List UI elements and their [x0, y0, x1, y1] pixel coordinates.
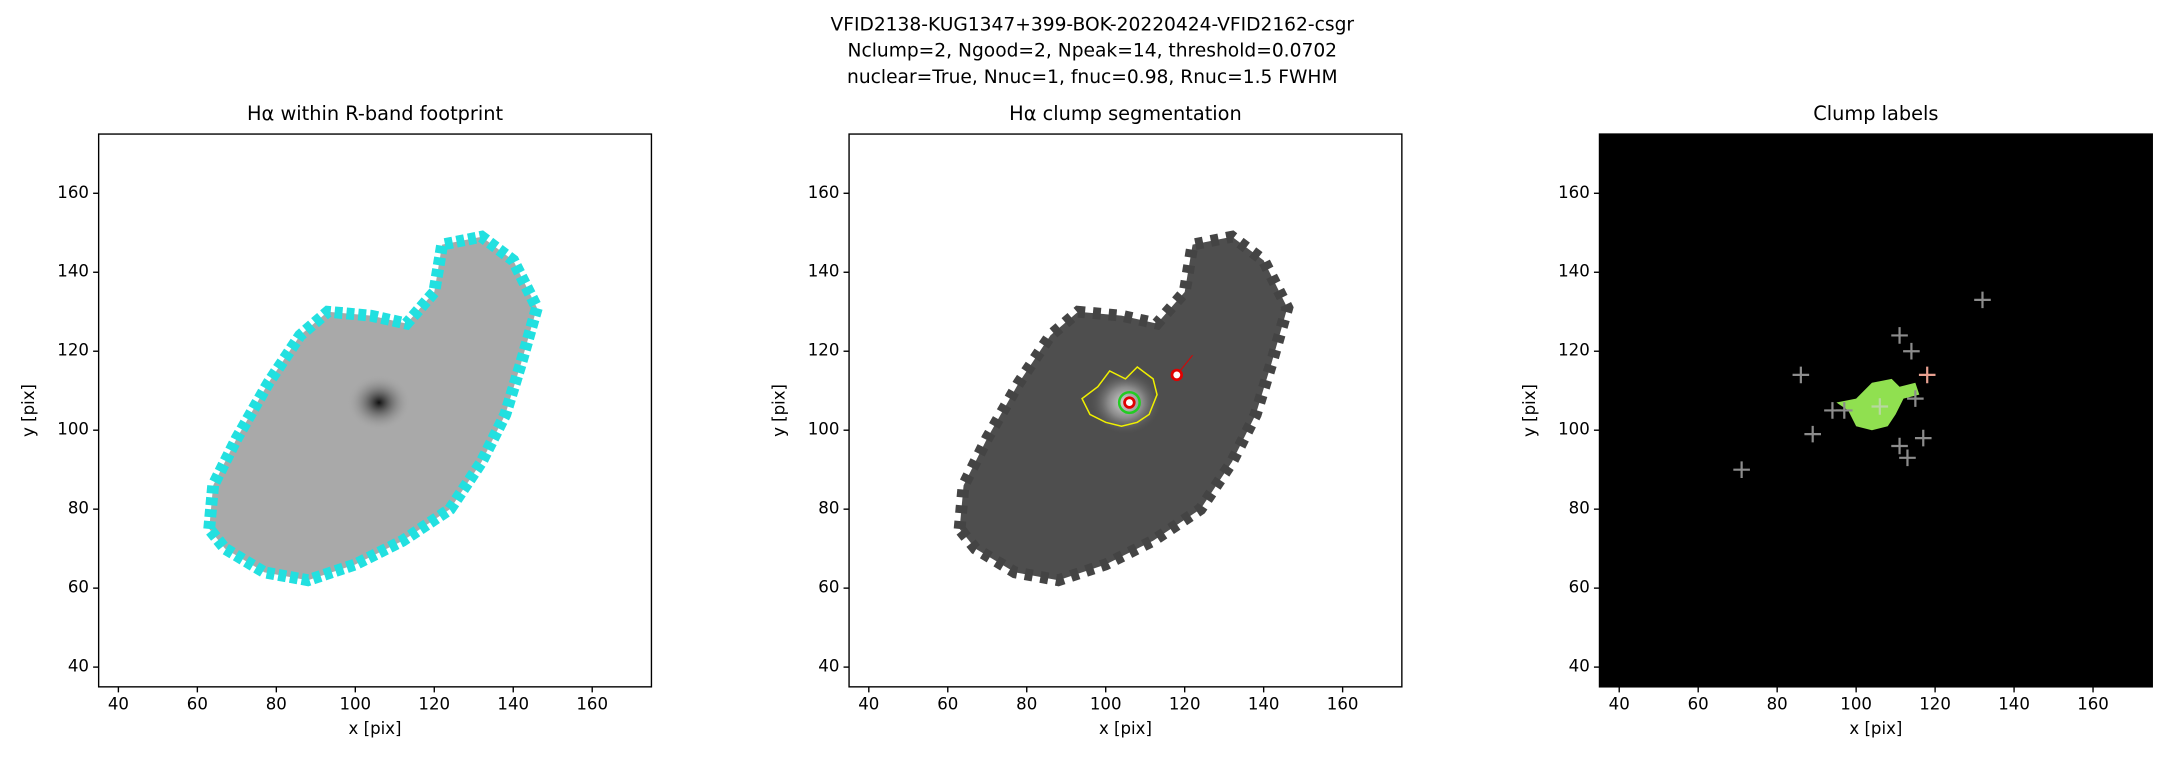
x-tick-label: 140 [1998, 694, 2030, 713]
figure-title: nuclear=True, Nnuc=1, fnuc=0.98, Rnuc=1.… [847, 67, 1338, 88]
y-tick-label: 160 [808, 183, 840, 202]
y-tick-label: 160 [1558, 183, 1590, 202]
y-axis-label: y [pix] [19, 384, 38, 437]
peak-marker [1918, 366, 1936, 384]
x-tick-label: 120 [418, 694, 450, 713]
peak-marker [1899, 449, 1916, 467]
x-tick-label: 60 [187, 694, 208, 713]
axes-frame [97, 133, 653, 688]
x-tick-label: 120 [1919, 694, 1951, 713]
y-tick-label: 80 [68, 499, 89, 518]
y-tick-label: 40 [68, 657, 89, 676]
x-tick-label: 160 [2077, 694, 2109, 713]
peak-marker [1891, 327, 1908, 344]
y-tick-label: 40 [818, 657, 839, 676]
y-tick-label: 120 [57, 341, 89, 360]
peak-marker [1974, 291, 1991, 309]
y-tick-label: 120 [808, 341, 840, 360]
y-tick-label: 60 [68, 578, 89, 597]
image [1599, 134, 2153, 687]
y-tick-label: 80 [818, 499, 839, 518]
peak-marker [1123, 396, 1136, 409]
axes-title: Clump labels [1813, 102, 1938, 125]
axes-frame [1598, 133, 2153, 688]
y-tick-label: 40 [1569, 657, 1590, 676]
x-tick-label: 160 [1327, 694, 1359, 713]
peak-marker [1871, 398, 1889, 415]
y-tick-label: 60 [818, 578, 839, 597]
peak-marker [1903, 342, 1920, 360]
peak-marker [1170, 368, 1184, 382]
peak-marker [1835, 402, 1853, 419]
x-tick-label: 80 [1016, 694, 1037, 713]
y-tick-label: 60 [1569, 578, 1590, 597]
axes-frame [848, 133, 1403, 688]
x-tick-label: 100 [1090, 694, 1122, 713]
y-tick-label: 140 [57, 262, 89, 281]
x-axis-label: x [pix] [1849, 719, 1902, 738]
image [960, 237, 1288, 581]
x-axis-label: x [pix] [1099, 719, 1152, 738]
x-tick-label: 100 [339, 694, 371, 713]
image [209, 237, 537, 581]
x-tick-label: 60 [937, 694, 958, 713]
y-tick-label: 100 [808, 420, 840, 439]
x-axis-label: x [pix] [349, 719, 402, 738]
y-axis-label: y [pix] [1520, 384, 1539, 437]
y-tick-label: 160 [57, 183, 89, 202]
axes-title: Hα clump segmentation [1009, 102, 1242, 125]
x-tick-label: 40 [858, 694, 879, 713]
axes-title: Hα within R-band footprint [247, 102, 503, 125]
y-tick-label: 140 [1558, 262, 1590, 281]
peak-marker [1891, 437, 1908, 455]
y-axis-label: y [pix] [769, 384, 788, 437]
x-tick-label: 80 [1767, 694, 1788, 713]
peak-marker [1733, 461, 1750, 478]
x-tick-label: 40 [108, 694, 129, 713]
peak-marker [1914, 429, 1932, 447]
y-tick-label: 100 [57, 420, 89, 439]
x-tick-label: 140 [497, 694, 529, 713]
x-tick-label: 80 [266, 694, 287, 713]
y-tick-label: 120 [1558, 341, 1590, 360]
y-tick-label: 140 [808, 262, 840, 281]
x-tick-label: 40 [1609, 694, 1630, 713]
figure-title: VFID2138-KUG1347+399-BOK-20220424-VFID21… [830, 14, 1354, 35]
y-tick-label: 80 [1569, 499, 1590, 518]
x-tick-label: 120 [1169, 694, 1201, 713]
peak-marker [1792, 366, 1810, 384]
figure-title: Nclump=2, Ngood=2, Npeak=14, threshold=0… [848, 41, 1338, 62]
peak-marker [1907, 390, 1924, 407]
peak-marker [1804, 425, 1821, 443]
x-tick-label: 160 [576, 694, 608, 713]
x-tick-label: 100 [1840, 694, 1872, 713]
y-tick-label: 100 [1558, 420, 1590, 439]
x-tick-label: 140 [1248, 694, 1280, 713]
x-tick-label: 60 [1688, 694, 1709, 713]
